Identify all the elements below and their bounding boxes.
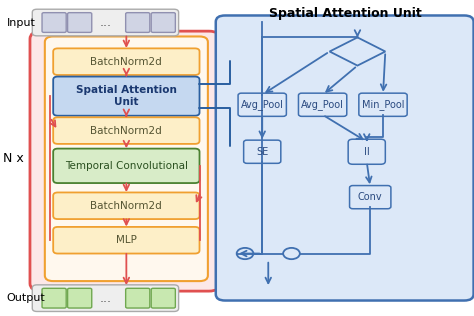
Text: SE: SE bbox=[256, 147, 268, 157]
FancyBboxPatch shape bbox=[53, 76, 200, 116]
FancyBboxPatch shape bbox=[42, 13, 66, 33]
Text: BatchNorm2d: BatchNorm2d bbox=[91, 57, 162, 67]
Text: Avg_Pool: Avg_Pool bbox=[301, 99, 344, 110]
FancyBboxPatch shape bbox=[126, 288, 150, 308]
FancyBboxPatch shape bbox=[238, 93, 286, 116]
FancyBboxPatch shape bbox=[42, 288, 66, 308]
FancyBboxPatch shape bbox=[45, 36, 208, 281]
FancyBboxPatch shape bbox=[53, 227, 200, 253]
FancyBboxPatch shape bbox=[53, 117, 200, 144]
FancyBboxPatch shape bbox=[53, 192, 200, 219]
FancyBboxPatch shape bbox=[32, 285, 179, 312]
Text: Output: Output bbox=[7, 293, 46, 303]
FancyBboxPatch shape bbox=[359, 93, 407, 116]
Text: Min_Pool: Min_Pool bbox=[362, 99, 404, 110]
FancyBboxPatch shape bbox=[151, 13, 175, 33]
Text: MLP: MLP bbox=[116, 235, 137, 245]
FancyBboxPatch shape bbox=[348, 139, 385, 164]
Text: Input: Input bbox=[7, 17, 36, 27]
Text: ...: ... bbox=[99, 292, 111, 305]
FancyBboxPatch shape bbox=[32, 9, 179, 36]
Text: N x: N x bbox=[3, 151, 24, 165]
Text: Spatial Attention
Unit: Spatial Attention Unit bbox=[76, 85, 177, 107]
Text: BatchNorm2d: BatchNorm2d bbox=[91, 125, 162, 136]
Text: ...: ... bbox=[99, 16, 111, 29]
FancyBboxPatch shape bbox=[349, 185, 391, 209]
Text: Conv: Conv bbox=[358, 192, 383, 202]
FancyBboxPatch shape bbox=[68, 288, 92, 308]
Text: BatchNorm2d: BatchNorm2d bbox=[91, 201, 162, 211]
FancyBboxPatch shape bbox=[53, 48, 200, 75]
Text: Spatial Attention Unit: Spatial Attention Unit bbox=[269, 7, 422, 21]
Text: Temporal Convolutional: Temporal Convolutional bbox=[65, 161, 188, 171]
FancyBboxPatch shape bbox=[53, 149, 200, 183]
FancyBboxPatch shape bbox=[299, 93, 347, 116]
FancyBboxPatch shape bbox=[216, 15, 474, 301]
FancyBboxPatch shape bbox=[151, 288, 175, 308]
Text: Avg_Pool: Avg_Pool bbox=[241, 99, 283, 110]
FancyBboxPatch shape bbox=[244, 140, 281, 163]
FancyBboxPatch shape bbox=[68, 13, 92, 33]
Text: II: II bbox=[364, 147, 370, 157]
FancyBboxPatch shape bbox=[30, 31, 220, 291]
FancyBboxPatch shape bbox=[126, 13, 150, 33]
